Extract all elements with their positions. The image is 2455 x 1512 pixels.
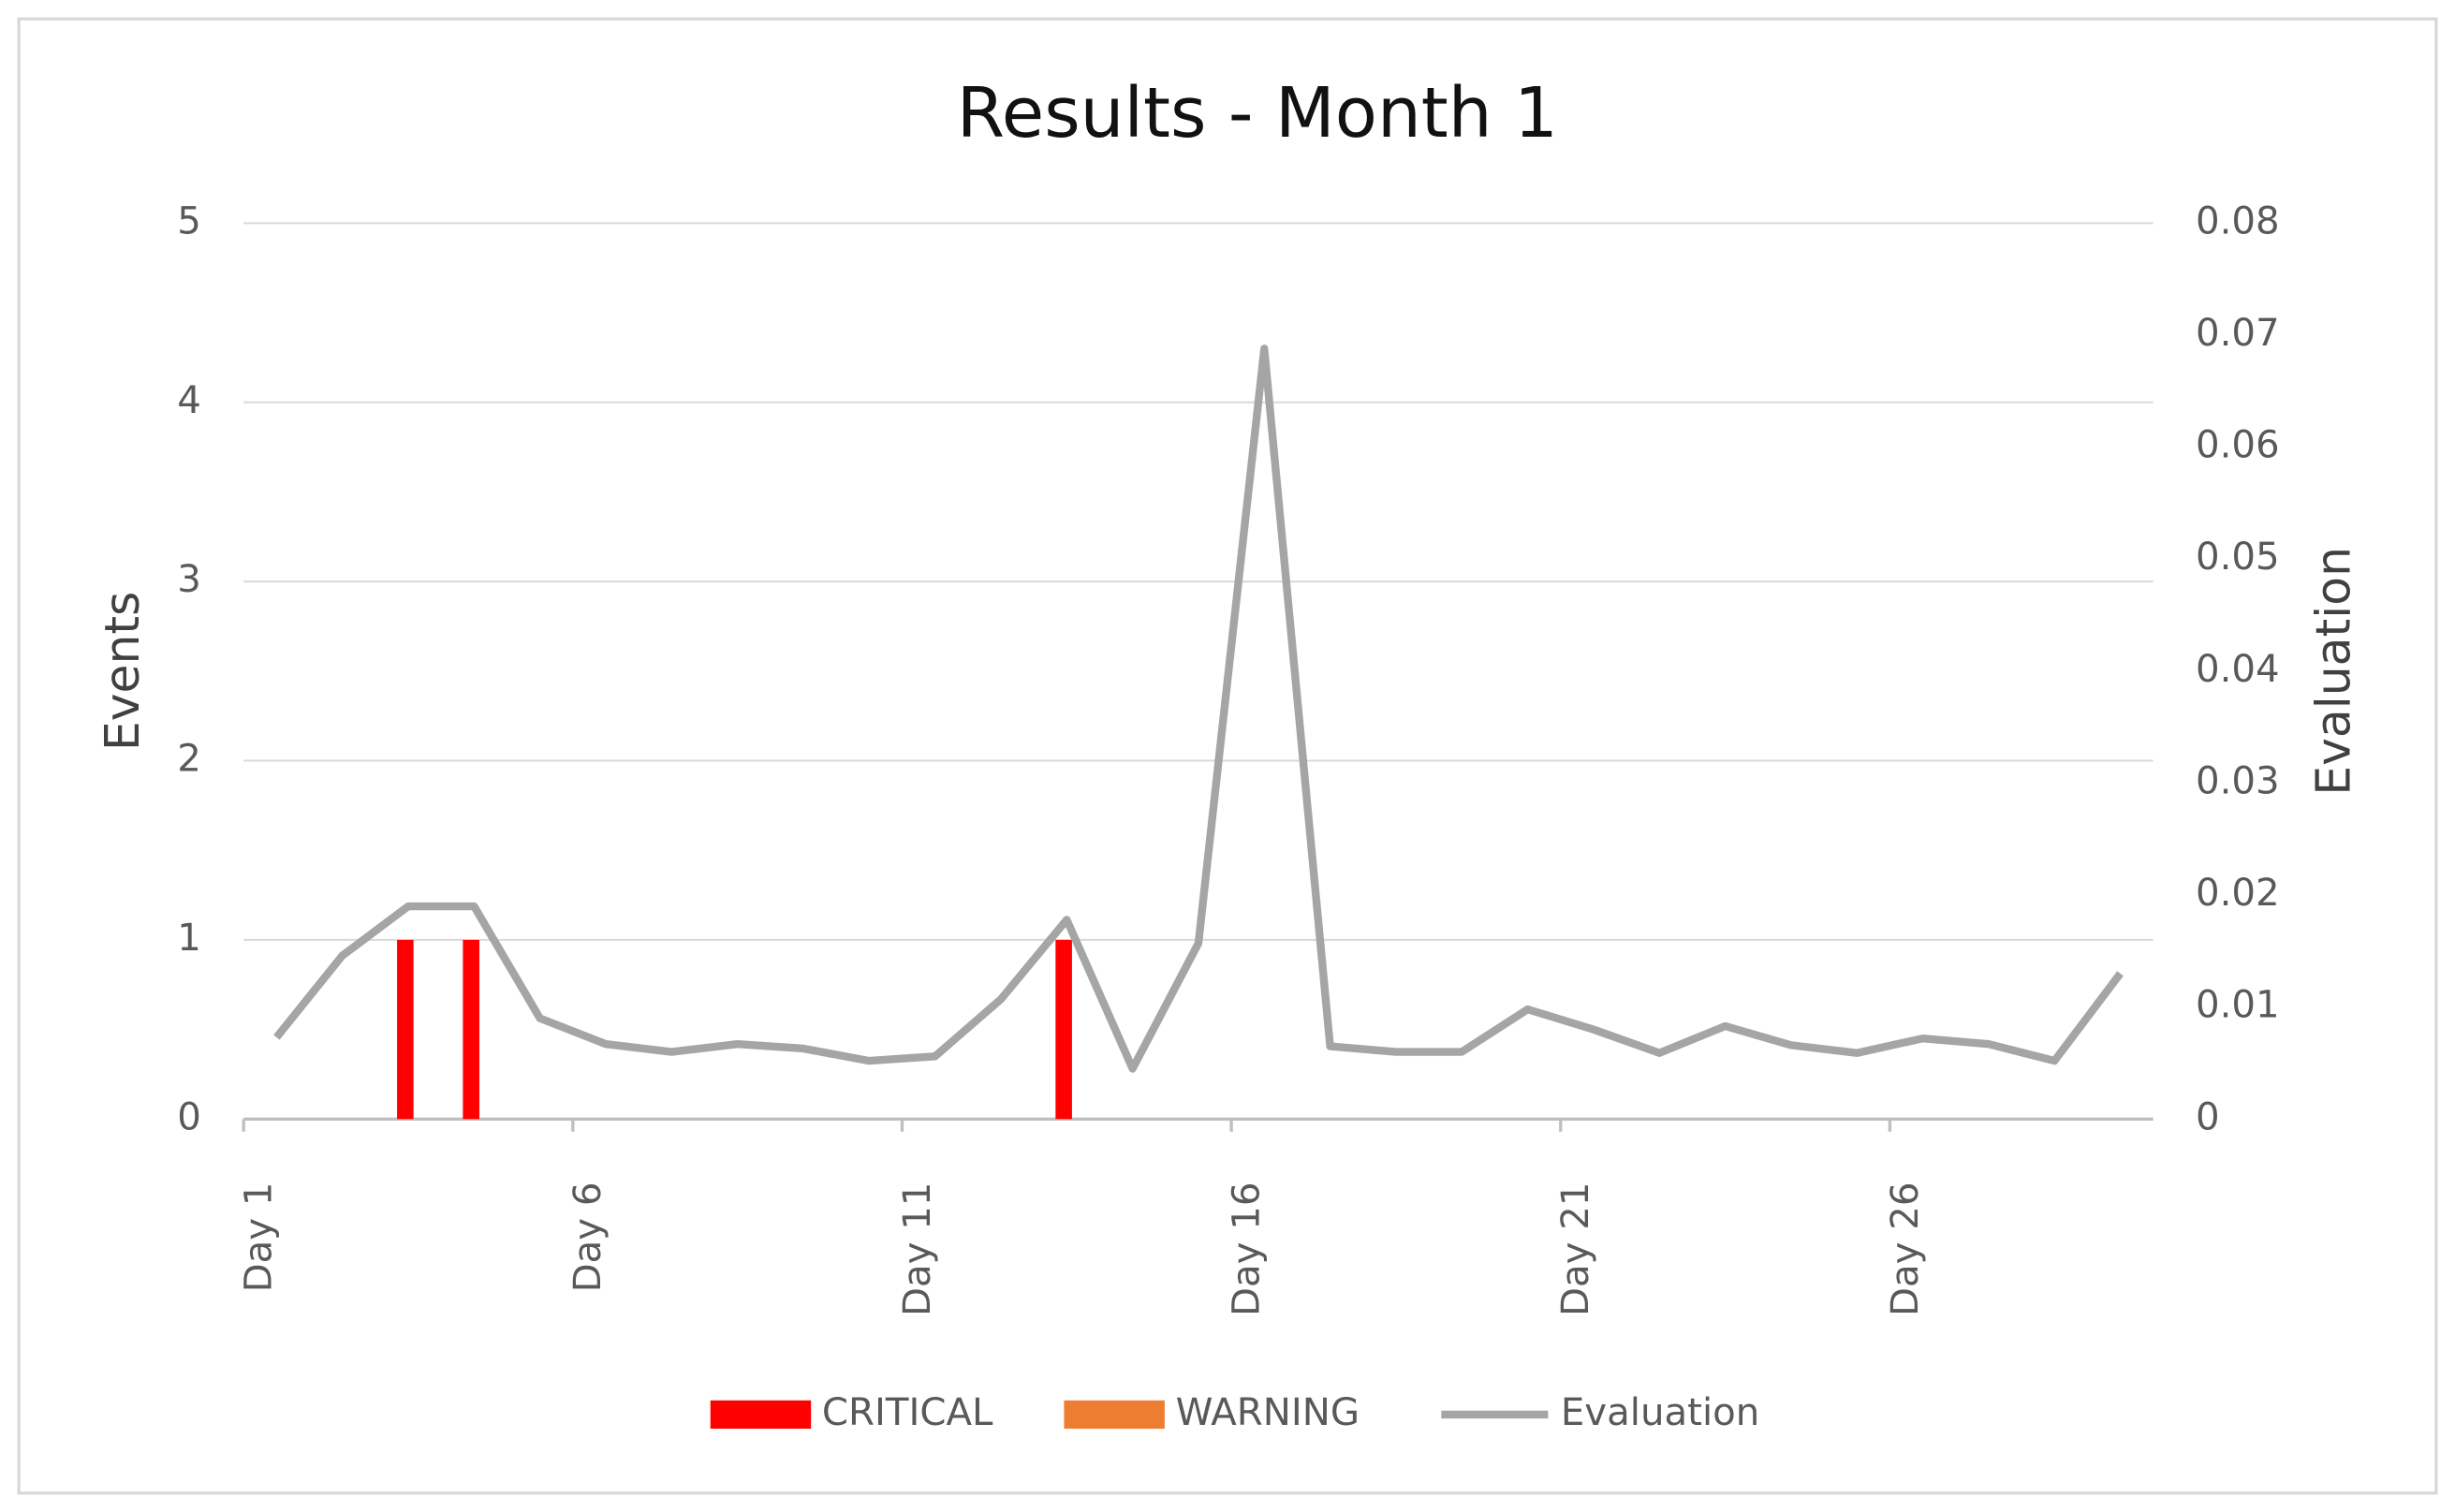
legend-label: CRITICAL [822,1391,993,1434]
line [273,345,2124,1073]
y2-tick-label: 0.05 [2196,536,2280,579]
y-tick-label: 3 [177,558,201,601]
chart-title: Results - Month 1 [957,73,1558,154]
y2-axis-title: Evaluation [2306,547,2361,796]
y-tick-label: 4 [177,379,201,422]
y2-tick-label: 0.04 [2196,648,2280,691]
y2-tick-label: 0.02 [2196,872,2280,915]
y-tick-label: 1 [177,917,201,960]
bar [463,939,479,1120]
y2-tick-label: 0.03 [2196,759,2280,802]
y2-tick-label: 0.01 [2196,984,2280,1027]
y2-tick-label: 0.07 [2196,312,2280,355]
bar [1055,939,1072,1120]
x-tick-label: Day 6 [566,1182,610,1292]
x-tick-label: Day 1 [238,1182,281,1292]
legend-label: WARNING [1176,1391,1360,1434]
y-axis-title: Events [95,592,150,752]
x-tick-label: Day 16 [1225,1182,1268,1316]
y-tick-label: 2 [177,738,201,781]
legend-label: Evaluation [1561,1391,1759,1434]
y-tick-label: 5 [177,199,201,242]
x-tick-label: Day 11 [896,1182,939,1316]
y2-tick-label: 0.08 [2196,199,2280,242]
legend-swatch [1064,1400,1165,1430]
y-tick-label: 0 [177,1095,201,1138]
chart-border [17,17,2438,1495]
y2-tick-label: 0 [2196,1095,2220,1138]
bar [397,939,414,1120]
legend-swatch [710,1400,812,1430]
x-tick-label: Day 21 [1554,1182,1597,1316]
y2-tick-label: 0.06 [2196,424,2280,467]
x-tick-label: Day 26 [1884,1182,1927,1316]
